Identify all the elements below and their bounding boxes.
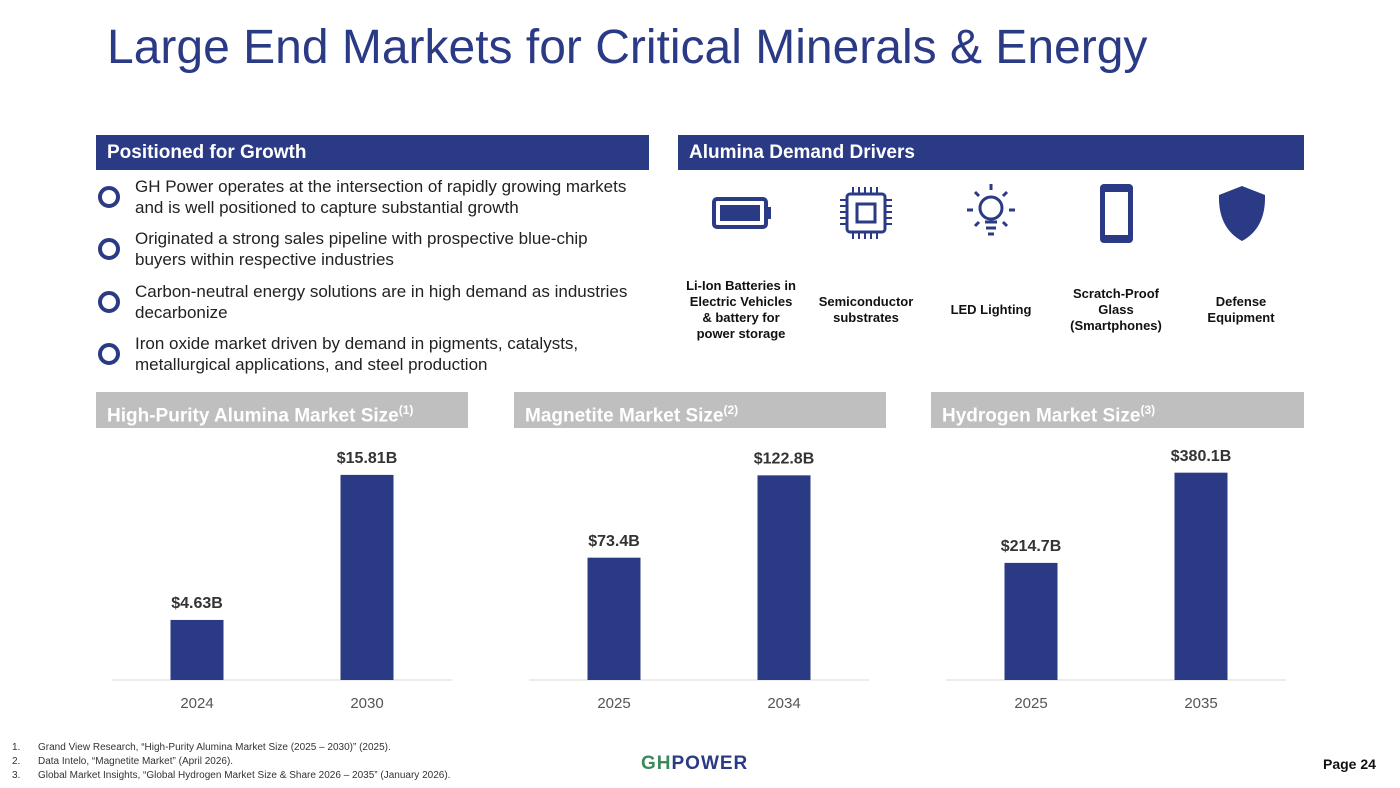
bar — [170, 619, 224, 680]
footnote-text: Data Intelo, “Magnetite Market” (April 2… — [38, 756, 234, 767]
bullet: Carbon-neutral energy solutions are in h… — [98, 281, 638, 323]
x-tick-label: 2025 — [597, 695, 630, 712]
bullet-text: Iron oxide market driven by demand in pi… — [135, 334, 579, 374]
driver-label: Scratch-Proof Glass (Smartphones) — [1070, 286, 1162, 333]
bullet-text: Originated a strong sales pipeline with … — [135, 229, 588, 269]
bullet-dot — [98, 238, 120, 260]
page-number: Page 24 — [1323, 756, 1376, 772]
bar — [340, 474, 394, 680]
chart-title: High-Purity Alumina Market Size — [107, 405, 399, 427]
footnote: 3. Global Market Insights, “Global Hydrog… — [12, 770, 450, 781]
bullet-dot — [98, 186, 120, 208]
value-label: $73.4B — [588, 533, 640, 550]
value-label: $4.63B — [171, 595, 223, 612]
logo-text: POWER — [671, 753, 749, 774]
chart-header: Magnetite Market Size(2) — [514, 392, 886, 428]
bullet: Originated a strong sales pipeline with … — [98, 228, 638, 270]
bar — [757, 475, 811, 680]
chart-header: High-Purity Alumina Market Size(1) — [96, 392, 468, 428]
driver-label: LED Lighting — [950, 302, 1032, 317]
chart-header: Hydrogen Market Size(3) — [931, 392, 1304, 428]
footnote-marker: (2) — [723, 403, 739, 417]
section-header: Positioned for Growth — [96, 135, 649, 170]
footnote-number: 3. — [12, 770, 21, 781]
bullet-text: GH Power operates at the intersection of… — [135, 177, 627, 217]
value-label: $122.8B — [754, 451, 815, 468]
footnote-text: Grand View Research, “High-Purity Alumin… — [38, 742, 391, 753]
value-label: $15.81B — [337, 450, 398, 467]
section-header: Alumina Demand Drivers — [678, 135, 1304, 170]
x-tick-label: 2024 — [180, 695, 213, 712]
chart-title: Hydrogen Market Size — [942, 405, 1141, 427]
x-tick-label: 2025 — [1014, 695, 1047, 712]
bullet: GH Power operates at the intersection of… — [98, 176, 638, 218]
value-label: $380.1B — [1171, 448, 1232, 465]
footnote: 2. Data Intelo, “Magnetite Market” (April… — [12, 756, 233, 767]
bar — [1174, 472, 1228, 680]
value-label: $214.7B — [1001, 538, 1062, 555]
bar — [1004, 562, 1058, 680]
x-tick-label: 2035 — [1184, 695, 1217, 712]
driver-label: Defense Equipment — [1207, 294, 1275, 325]
footnote-marker: (1) — [398, 403, 414, 417]
footnote-text: Global Market Insights, “Global Hydrogen… — [38, 770, 451, 781]
footnote: 1. Grand View Research, “High-Purity Alum… — [12, 742, 391, 753]
bullet: Iron oxide market driven by demand in pi… — [98, 333, 638, 375]
driver-label: Semiconductor substrates — [818, 294, 914, 325]
x-tick-label: 2030 — [350, 695, 383, 712]
logo: GHPOWER — [641, 753, 748, 775]
footnote-marker: (3) — [1140, 403, 1156, 417]
logo-mark: GH — [641, 753, 672, 774]
slide-title: Large End Markets for Critical Minerals … — [107, 21, 1148, 74]
bullet-text: Carbon-neutral energy solutions are in h… — [135, 282, 628, 322]
x-tick-label: 2034 — [767, 695, 800, 712]
bar — [587, 557, 641, 680]
chart-title: Magnetite Market Size — [525, 405, 724, 427]
footnote-number: 2. — [12, 756, 21, 767]
footnote-number: 1. — [12, 742, 21, 753]
bullet-dot — [98, 291, 120, 313]
driver-label: Li-Ion Batteries in Electric Vehicles & … — [686, 278, 796, 341]
bullet-dot — [98, 343, 120, 365]
